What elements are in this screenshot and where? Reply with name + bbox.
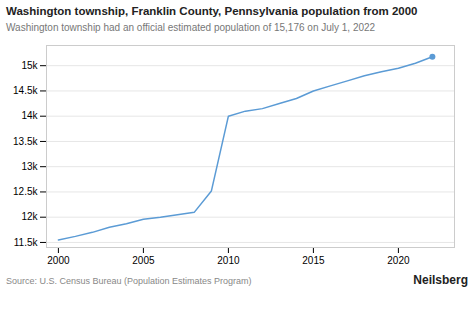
- svg-text:13k: 13k: [21, 161, 38, 172]
- svg-text:13.5k: 13.5k: [13, 136, 38, 147]
- svg-text:14.5k: 14.5k: [13, 85, 38, 96]
- html-text:Neilsberg: Neilsberg: [413, 273, 468, 287]
- html-text:Washington township had an off: Washington township had an official esti…: [6, 22, 376, 33]
- svg-text:2020: 2020: [387, 255, 410, 266]
- svg-text:14k: 14k: [21, 110, 38, 121]
- svg-text:15k: 15k: [21, 60, 38, 71]
- svg-text:2015: 2015: [302, 255, 325, 266]
- svg-text:11.5k: 11.5k: [14, 237, 39, 248]
- svg-text:2005: 2005: [132, 255, 155, 266]
- svg-text:12.5k: 12.5k: [13, 186, 38, 197]
- svg-text:2000: 2000: [47, 255, 70, 266]
- html-text:Washington township, Franklin: Washington township, Franklin County, Pe…: [6, 5, 418, 17]
- svg-text:2010: 2010: [217, 255, 240, 266]
- svg-text:12k: 12k: [21, 211, 38, 222]
- html-text:Source: U.S. Census Bureau (Po: Source: U.S. Census Bureau (Population E…: [6, 276, 252, 286]
